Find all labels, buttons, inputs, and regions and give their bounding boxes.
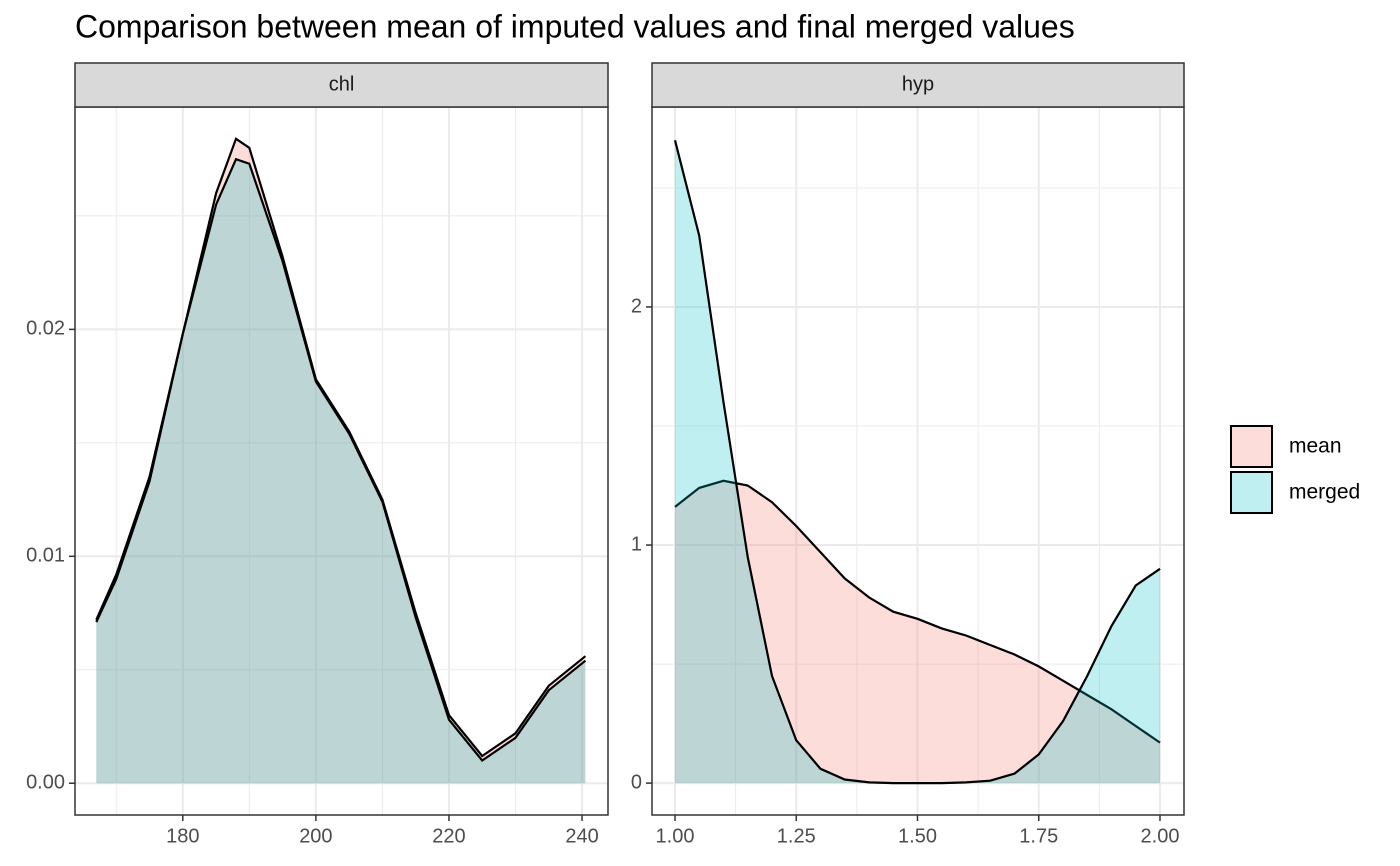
x-tick-label: 1.50	[898, 825, 937, 847]
density-area	[96, 159, 586, 784]
legend-label: mean	[1289, 435, 1342, 458]
density-area	[675, 480, 1160, 784]
legend-label: merged	[1289, 481, 1360, 504]
density-line	[673, 140, 1161, 785]
density-line	[95, 157, 587, 762]
panel-background	[75, 107, 608, 815]
x-tick-label: 240	[565, 825, 598, 847]
legend-key-bg	[1230, 471, 1273, 514]
y-tick-label: 0.00	[26, 772, 65, 794]
legend-key	[1230, 471, 1273, 514]
x-tick-label: 1.25	[777, 825, 816, 847]
y-tick-label: 0	[631, 771, 642, 793]
y-tick-label: 0.01	[26, 545, 65, 567]
density-area	[675, 140, 1160, 784]
x-tick-label: 180	[166, 825, 199, 847]
y-tick-label: 0.02	[26, 318, 65, 340]
y-tick-label: 2	[631, 295, 642, 317]
x-tick-label: 200	[299, 825, 332, 847]
strip-label: chl	[329, 73, 355, 95]
legend-key-bg	[1230, 425, 1273, 468]
strip-label: hyp	[902, 73, 934, 95]
legend-key	[1230, 425, 1273, 468]
x-tick-label: 2.00	[1141, 825, 1180, 847]
chart-title: Comparison between mean of imputed value…	[75, 8, 1075, 44]
x-tick-label: 1.75	[1019, 825, 1058, 847]
x-tick-label: 220	[432, 825, 465, 847]
strip	[74, 62, 609, 108]
x-tick-label: 1.00	[656, 825, 695, 847]
strip	[651, 62, 1185, 108]
density-area	[96, 138, 586, 784]
y-tick-label: 1	[631, 533, 642, 555]
